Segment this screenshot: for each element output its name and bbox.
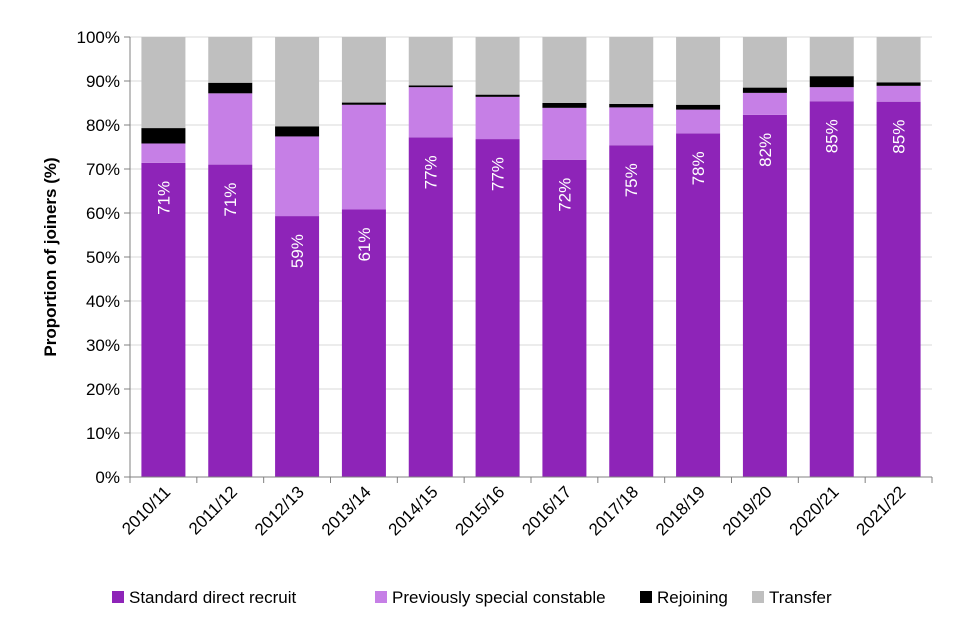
y-tick-label: 90% (86, 72, 120, 91)
y-tick-label: 30% (86, 336, 120, 355)
bar-segment-rejoining (542, 103, 587, 108)
legend-swatch (752, 591, 764, 603)
bar-segment-previously-special-constable (408, 87, 453, 138)
legend-label: Previously special constable (392, 588, 606, 607)
x-tick-label: 2014/15 (385, 482, 442, 539)
x-tick-label: 2011/12 (185, 482, 241, 538)
data-label: 75% (622, 163, 641, 197)
bar-segment-standard-direct-recruit (676, 133, 721, 478)
bar-segment-previously-special-constable (676, 109, 721, 134)
y-tick-label: 70% (86, 160, 120, 179)
bar-segment-standard-direct-recruit (542, 159, 587, 477)
bar-segment-rejoining (809, 76, 854, 88)
bar-segment-rejoining (676, 104, 721, 110)
bar-segment-previously-special-constable (742, 92, 787, 115)
bar-segment-transfer (742, 37, 787, 88)
y-tick-label: 40% (86, 292, 120, 311)
x-tick-label: 2012/13 (251, 482, 308, 539)
bar-segment-previously-special-constable (609, 107, 654, 146)
x-tick-label: 2021/22 (853, 482, 910, 539)
bar-segment-rejoining (341, 102, 386, 105)
bar-segment-rejoining (876, 82, 921, 86)
bar-segment-standard-direct-recruit (341, 209, 386, 478)
data-label: 78% (689, 151, 708, 185)
bar-segment-transfer (475, 37, 520, 95)
bar-segment-previously-special-constable (876, 85, 921, 102)
bar-segment-rejoining (141, 128, 186, 144)
bar-segment-transfer (141, 37, 186, 129)
bar-segment-previously-special-constable (275, 136, 320, 217)
legend-label: Transfer (769, 588, 832, 607)
bar-segment-rejoining (408, 85, 453, 88)
bar-segment-previously-special-constable (341, 104, 386, 210)
bar-segment-transfer (341, 37, 386, 103)
legend-label: Standard direct recruit (129, 588, 297, 607)
x-tick-label: 2010/11 (118, 482, 174, 538)
bar-segment-transfer (208, 37, 253, 83)
bar-segment-transfer (809, 37, 854, 77)
bar-segment-previously-special-constable (475, 96, 520, 140)
bar-segment-rejoining (208, 82, 253, 94)
y-tick-label: 0% (95, 468, 120, 487)
bar-segment-standard-direct-recruit (408, 137, 453, 477)
bar-segment-previously-special-constable (809, 87, 854, 102)
x-tick-label: 2018/19 (652, 482, 709, 539)
x-tick-label: 2020/21 (786, 482, 843, 539)
data-label: 82% (756, 133, 775, 167)
bar-segment-previously-special-constable (208, 93, 253, 165)
data-label: 85% (823, 119, 842, 153)
data-label: 77% (489, 157, 508, 191)
bar-segment-standard-direct-recruit (876, 101, 921, 478)
legend-swatch (112, 591, 124, 603)
bar-segment-standard-direct-recruit (141, 162, 186, 477)
bar-segment-transfer (609, 37, 654, 104)
bar-segment-rejoining (742, 87, 787, 93)
y-tick-label: 50% (86, 248, 120, 267)
x-tick-label: 2017/18 (585, 482, 642, 539)
bar-segment-transfer (876, 37, 921, 83)
x-tick-label: 2013/14 (318, 482, 375, 539)
bar-segment-transfer (408, 37, 453, 86)
bar-segment-standard-direct-recruit (475, 139, 520, 477)
data-label: 71% (221, 183, 240, 217)
bar-segment-rejoining (475, 94, 520, 97)
bar-segment-transfer (542, 37, 587, 103)
bar-segment-previously-special-constable (542, 107, 587, 160)
bar-segment-standard-direct-recruit (809, 101, 854, 478)
data-label: 61% (355, 227, 374, 261)
legend-swatch (640, 591, 652, 603)
bar-segment-previously-special-constable (141, 143, 186, 163)
bar-segment-transfer (275, 37, 320, 127)
y-tick-label: 60% (86, 204, 120, 223)
y-tick-label: 20% (86, 380, 120, 399)
y-tick-label: 80% (86, 116, 120, 135)
bar-segment-standard-direct-recruit (609, 145, 654, 478)
legend-label: Rejoining (657, 588, 728, 607)
data-label: 59% (288, 234, 307, 268)
bar-segment-standard-direct-recruit (208, 164, 253, 477)
bar-segment-rejoining (609, 103, 654, 108)
y-axis-title: Proportion of joiners (%) (41, 157, 60, 356)
x-tick-label: 2019/20 (719, 482, 776, 539)
y-tick-label: 100% (77, 28, 120, 47)
data-label: 77% (422, 155, 441, 189)
data-label: 71% (154, 181, 173, 215)
legend-swatch (375, 591, 387, 603)
bar-segment-transfer (676, 37, 721, 105)
bar-segment-rejoining (275, 126, 320, 137)
y-tick-label: 10% (86, 424, 120, 443)
data-label: 72% (555, 178, 574, 212)
x-tick-label: 2016/17 (518, 482, 575, 539)
x-tick-label: 2015/16 (452, 482, 509, 539)
bar-segment-standard-direct-recruit (742, 114, 787, 477)
data-label: 85% (890, 120, 909, 154)
bar-segment-standard-direct-recruit (275, 216, 320, 477)
